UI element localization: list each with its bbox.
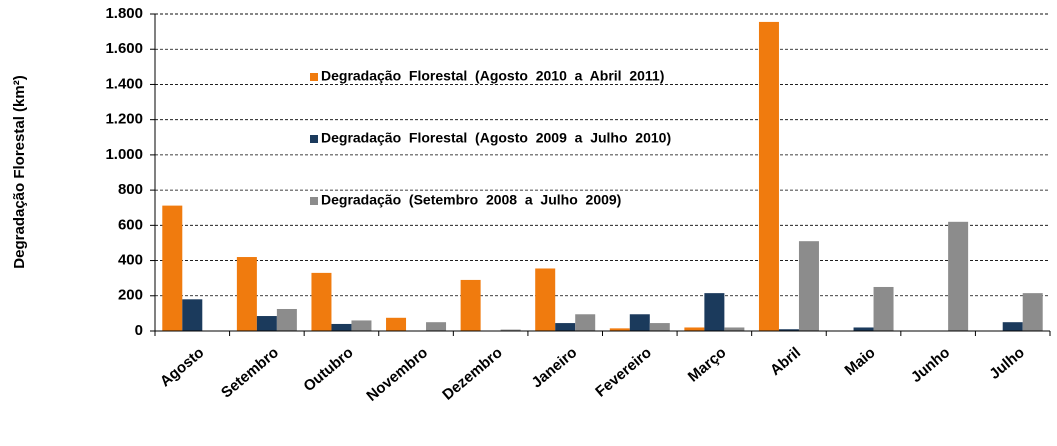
y-tick-label: 0 [135,322,143,339]
y-tick-label: 1.800 [105,5,143,22]
x-tick-label: Maio [842,344,879,379]
y-tick-label: 1.400 [105,75,143,92]
bar [331,323,352,331]
bar [948,221,969,331]
bar [256,316,277,331]
bar [1002,322,1023,331]
bar [535,268,556,331]
x-tick-label: Abril [767,344,804,379]
x-tick-label: Janeiro [529,344,581,391]
bar [236,257,257,331]
x-tick-label: Junho [908,344,953,386]
legend-label: Degradação Florestal (Agosto 2009 a Julh… [321,130,671,146]
y-tick-label: 400 [118,252,143,269]
y-axis-title: Degradação Florestal (km²) [11,75,28,268]
x-tick-label: Fevereiro [592,344,655,400]
x-tick-label: Novembro [363,344,431,405]
y-tick-label: 1.600 [105,40,143,57]
bar [1022,293,1043,331]
x-tick-label: Julho [986,344,1028,383]
bar [853,327,874,331]
bar [460,279,481,331]
y-tick-label: 1.000 [105,146,143,163]
bar [351,320,372,331]
bar [873,286,894,331]
y-tick-label: 1.200 [105,111,143,128]
bar [555,323,576,331]
bar [386,317,407,331]
bar [798,241,819,331]
bar [724,327,745,331]
x-tick-label: Dezembro [439,344,505,404]
bar [649,323,670,331]
bar [684,327,705,331]
x-tick-label: Agosto [157,344,208,390]
y-tick-label: 200 [118,287,143,304]
x-tick-label: Março [685,344,730,385]
bar [629,314,650,331]
bar [426,322,447,331]
legend-swatch [310,135,318,143]
bar [182,299,203,331]
bar [311,272,332,331]
bar [758,21,779,332]
y-tick-label: 800 [118,181,143,198]
bar [704,293,725,331]
bar [575,314,596,331]
x-tick-label: Outubro [300,344,356,395]
legend-swatch [310,73,318,81]
bar [778,329,799,331]
legend-label: Degradação (Setembro 2008 a Julho 2009) [321,192,621,208]
legend-swatch [310,197,318,205]
y-tick-label: 600 [118,216,143,233]
bar [162,205,183,331]
x-tick-label: Setembro [218,344,282,401]
bar [276,308,297,331]
bar [500,329,521,331]
legend-label: Degradação Florestal (Agosto 2010 a Abri… [321,68,664,84]
bar [609,328,630,331]
